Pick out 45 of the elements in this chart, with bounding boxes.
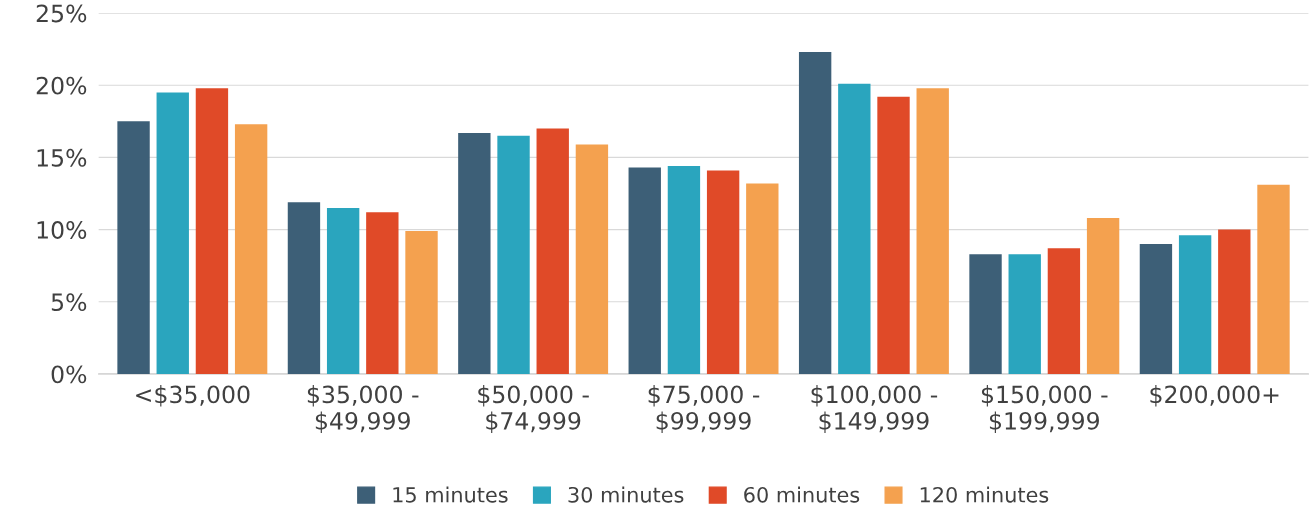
bar bbox=[458, 132, 491, 374]
x-tick-label: <$35,000 bbox=[136, 385, 250, 407]
bar bbox=[969, 254, 1002, 374]
bar bbox=[366, 212, 399, 374]
bar bbox=[156, 92, 189, 374]
bar bbox=[405, 231, 438, 374]
x-tick-label: $75,000 - $99,999 bbox=[648, 385, 760, 433]
x-tick-label: $150,000 - $199,999 bbox=[981, 385, 1108, 433]
bar bbox=[575, 144, 609, 374]
bar bbox=[916, 88, 949, 374]
legend-label: 120 minutes bbox=[920, 486, 1049, 503]
bar bbox=[117, 121, 150, 374]
y-tick-label: 25% bbox=[36, 4, 87, 23]
x-tick-label: $50,000 - $74,999 bbox=[478, 385, 589, 433]
x-tick-label: $200,000+ bbox=[1150, 385, 1279, 407]
bar bbox=[1047, 248, 1081, 374]
bar bbox=[798, 52, 832, 374]
bar bbox=[1086, 218, 1120, 374]
y-tick-label: 10% bbox=[37, 221, 87, 239]
bar bbox=[1218, 229, 1251, 374]
bar bbox=[877, 96, 910, 374]
y-tick-label: 20% bbox=[36, 76, 87, 95]
legend-label: 60 minutes bbox=[744, 486, 860, 503]
bar bbox=[628, 167, 661, 374]
bar bbox=[326, 207, 360, 374]
bar bbox=[234, 124, 268, 374]
bar bbox=[195, 88, 229, 374]
y-tick-label: 15% bbox=[37, 148, 87, 167]
bar bbox=[1257, 184, 1290, 374]
y-tick-label: 5% bbox=[51, 293, 87, 312]
bar bbox=[287, 202, 321, 374]
bar bbox=[497, 135, 530, 374]
bar bbox=[667, 166, 701, 374]
x-tick-label: $35,000 - $49,999 bbox=[307, 385, 419, 433]
y-tick-label: 0% bbox=[51, 365, 87, 384]
bar bbox=[706, 170, 740, 374]
bar bbox=[1178, 235, 1212, 374]
bar bbox=[1008, 254, 1041, 374]
bar bbox=[536, 128, 569, 374]
legend-label: 15 minutes bbox=[393, 486, 508, 503]
bar bbox=[1139, 244, 1173, 374]
x-tick-label: $100,000 - $149,999 bbox=[811, 385, 938, 433]
bar bbox=[838, 83, 871, 374]
legend-label: 30 minutes bbox=[568, 486, 684, 503]
bar bbox=[746, 183, 779, 374]
